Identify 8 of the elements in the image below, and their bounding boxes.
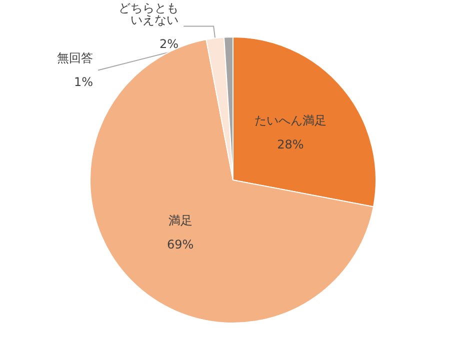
data-label: 69% xyxy=(166,238,194,252)
data-label: 28% xyxy=(277,138,304,152)
data-label: 2% xyxy=(160,37,179,52)
slice-label: どちらともいえない xyxy=(118,1,179,28)
slice-label: 無回答 xyxy=(57,51,94,66)
slice-label: たいへん満足 xyxy=(254,114,326,128)
slice-label: 満足 xyxy=(168,214,192,228)
data-label: 1% xyxy=(74,75,94,90)
